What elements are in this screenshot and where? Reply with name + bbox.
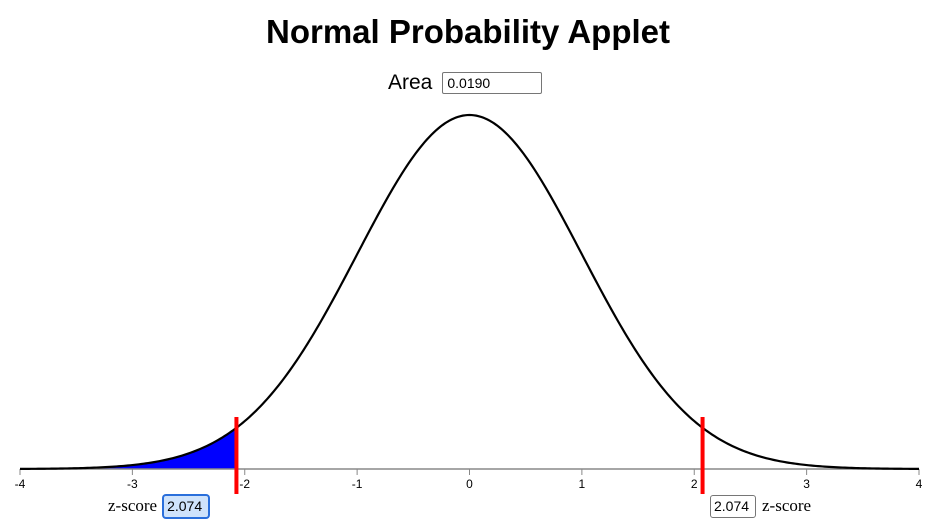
area-input[interactable] (442, 71, 543, 94)
right-z-score-control: z-score (710, 494, 811, 518)
x-tick-label: 2 (691, 477, 698, 491)
left-z-score-input[interactable] (163, 494, 210, 518)
area-row: Area (388, 69, 543, 96)
left-z-score-control: z-score (108, 494, 210, 518)
x-tick-label: 1 (579, 477, 586, 491)
x-tick-label: -4 (15, 477, 26, 491)
x-tick-label: 3 (803, 477, 810, 491)
page-title: Normal Probability Applet (266, 13, 670, 50)
x-tick-label: -3 (127, 477, 138, 491)
area-label: Area (388, 70, 433, 94)
x-axis-ticks: -4 -3 -2 -1 0 1 2 3 4 (15, 469, 923, 491)
right-z-score-input[interactable] (710, 494, 756, 518)
left-z-score-label: z-score (108, 496, 158, 515)
x-tick-label: 0 (466, 477, 473, 491)
right-z-score-label: z-score (762, 496, 812, 515)
normal-density-curve (19, 113, 920, 470)
x-tick-label: -2 (239, 477, 250, 491)
x-tick-label: 4 (916, 477, 923, 491)
x-tick-label: -1 (352, 477, 363, 491)
shaded-left-tail (20, 427, 237, 469)
